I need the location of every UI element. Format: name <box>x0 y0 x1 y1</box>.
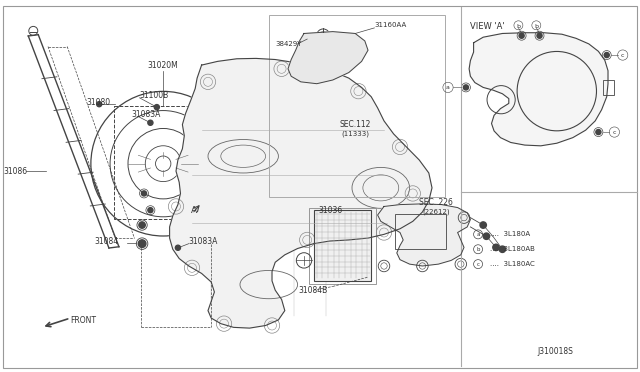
Circle shape <box>154 105 159 110</box>
Text: b: b <box>534 24 538 29</box>
Polygon shape <box>170 58 432 328</box>
Text: a: a <box>476 232 480 237</box>
Text: b: b <box>476 247 480 252</box>
Text: (22612): (22612) <box>422 209 450 215</box>
Circle shape <box>139 222 145 228</box>
Circle shape <box>148 120 153 125</box>
Circle shape <box>493 244 499 251</box>
Text: 31083A: 31083A <box>189 237 218 246</box>
Bar <box>314 210 371 281</box>
Text: 31100B: 31100B <box>140 92 169 100</box>
Text: 31084: 31084 <box>95 237 119 246</box>
Text: 31036: 31036 <box>318 206 342 215</box>
Circle shape <box>480 222 486 228</box>
Circle shape <box>97 102 102 107</box>
Circle shape <box>175 245 180 250</box>
Circle shape <box>604 52 609 58</box>
Circle shape <box>463 85 468 90</box>
Circle shape <box>148 208 153 213</box>
Circle shape <box>596 129 601 135</box>
Text: 31020M: 31020M <box>148 61 179 70</box>
Polygon shape <box>378 204 470 266</box>
Polygon shape <box>288 32 368 84</box>
Text: 31084B: 31084B <box>299 286 328 295</box>
Bar <box>114 106 200 219</box>
Circle shape <box>138 240 146 247</box>
Circle shape <box>537 33 542 38</box>
Text: c: c <box>612 129 616 135</box>
Text: ....  3L180AC: .... 3L180AC <box>490 261 534 267</box>
Polygon shape <box>469 33 608 146</box>
Text: b: b <box>516 24 520 29</box>
Text: 31080: 31080 <box>86 98 111 107</box>
Circle shape <box>483 233 490 240</box>
Circle shape <box>519 33 524 38</box>
Bar <box>269 15 445 197</box>
Text: A: A <box>191 206 197 215</box>
Circle shape <box>499 246 506 253</box>
Text: c: c <box>477 262 479 267</box>
Text: c: c <box>621 52 625 58</box>
Text: J310018S: J310018S <box>538 347 573 356</box>
Text: 38429Y: 38429Y <box>275 41 301 47</box>
Text: SEC. 226: SEC. 226 <box>419 198 453 207</box>
Text: ....  3L180AB: .... 3L180AB <box>490 246 534 252</box>
Text: SEC.112: SEC.112 <box>339 120 371 129</box>
Ellipse shape <box>314 51 346 68</box>
Bar <box>395 214 446 249</box>
Text: (11333): (11333) <box>341 131 369 137</box>
Bar <box>309 208 376 284</box>
Text: ....  3L180A: .... 3L180A <box>490 231 530 237</box>
Text: FRONT: FRONT <box>70 316 97 325</box>
Text: 31083A: 31083A <box>131 110 161 119</box>
Text: 31160AA: 31160AA <box>374 22 406 28</box>
Bar <box>603 80 614 95</box>
Text: 31086: 31086 <box>3 167 28 176</box>
Text: a: a <box>446 85 450 90</box>
Text: VIEW 'A': VIEW 'A' <box>470 22 505 31</box>
Circle shape <box>141 191 147 196</box>
